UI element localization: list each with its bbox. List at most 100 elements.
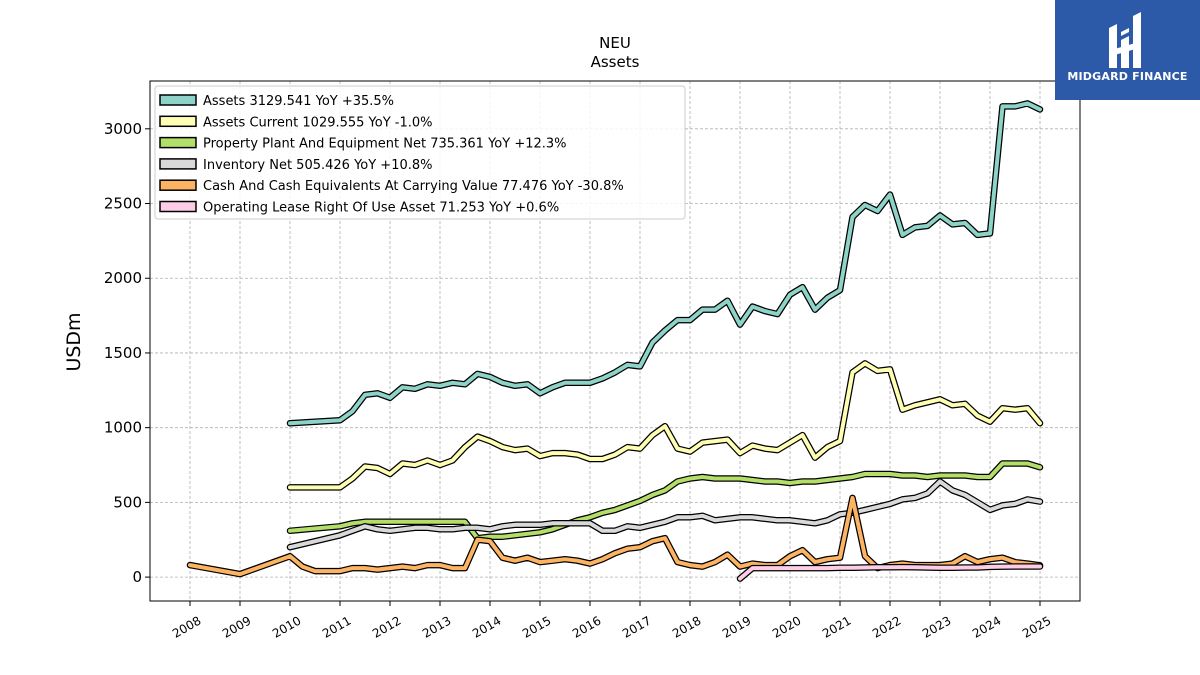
y-axis-label: USDm [63,312,85,371]
brand-logo-text: MIDGARD FINANCE [1067,70,1188,83]
data-point [501,445,505,449]
data-point [463,382,467,386]
legend-item: Operating Lease Right Of Use Asset 71.25… [159,201,559,216]
data-point [388,566,392,570]
data-point [738,577,742,581]
data-point [801,480,805,484]
data-point [338,524,342,528]
data-point [663,329,667,333]
data-point [601,529,605,533]
series-line [288,361,1042,490]
series-line [738,564,1042,581]
data-point [388,520,392,524]
data-point [863,508,867,512]
x-axis: 2008 2009 2010 2011 2012 2013 2014 2015 2016 2017… [170,601,1054,641]
legend-item: Inventory Net 505.426 YoY +10.8% [159,158,433,173]
data-point [513,533,517,537]
x-tick-label: 2023 [920,613,953,640]
data-point [988,557,992,561]
data-point [626,524,630,528]
series-line [288,479,1042,550]
data-point [888,193,892,197]
data-point [1013,104,1017,108]
data-point [501,381,505,385]
data-point [588,457,592,461]
data-point [301,565,305,569]
data-point [1038,565,1042,569]
data-point [376,466,380,470]
data-point [988,475,992,479]
data-point [738,451,742,455]
data-point [901,408,905,412]
series-layer [186,100,1044,582]
data-point [576,559,580,563]
data-point [688,563,692,567]
data-point [651,433,655,437]
data-point [801,520,805,524]
x-tick-label: 2015 [520,613,553,640]
data-point [926,491,930,495]
y-tick-label: 500 [113,493,142,511]
series-inventory-net [286,478,1044,551]
legend-label: Assets Current 1029.555 YoY -1.0% [203,115,433,130]
data-point [688,515,692,519]
data-point [888,472,892,476]
data-point [801,566,805,570]
data-point [401,565,405,569]
x-tick-label: 2012 [370,613,403,640]
data-point [401,462,405,466]
data-point [1026,497,1030,501]
data-point [351,409,355,413]
data-point [913,474,917,478]
data-point [801,548,805,552]
data-point [801,285,805,289]
data-point [826,518,830,522]
data-point [838,439,842,443]
data-point [876,505,880,509]
data-point [288,421,292,425]
data-point [713,477,717,481]
data-point [463,566,467,570]
legend-item: Property Plant And Equipment Net 735.361… [159,137,567,152]
data-point [863,566,867,570]
data-point [776,448,780,452]
data-point [451,520,455,524]
data-point [1038,500,1042,504]
data-point [913,403,917,407]
legend: Assets 3129.541 YoY +35.5% Assets Current… [154,85,686,220]
data-point [926,400,930,404]
data-point [963,566,967,570]
data-point [651,523,655,527]
x-tick-label: 2022 [870,613,903,640]
data-point [401,527,405,531]
data-point [951,222,955,226]
legend-swatch [159,115,197,128]
data-point [513,559,517,563]
data-point [463,520,467,524]
x-tick-label: 2024 [970,613,1003,640]
data-point [788,566,792,570]
data-point [1001,565,1005,569]
data-point [388,529,392,533]
data-point [376,568,380,572]
data-point [526,523,530,527]
data-point [488,375,492,379]
data-point [451,459,455,463]
data-point [538,530,542,534]
data-point [888,367,892,371]
data-point [538,454,542,458]
data-point [513,523,517,527]
data-point [288,554,292,558]
data-point [426,520,430,524]
data-point [538,560,542,564]
legend-label: Operating Lease Right Of Use Asset 71.25… [203,201,559,216]
data-point [1026,406,1030,410]
data-point [776,566,780,570]
data-point [788,554,792,558]
data-point [701,441,705,445]
data-point [1013,502,1017,506]
data-point [588,381,592,385]
y-tick-label: 3000 [104,120,142,138]
data-point [713,439,717,443]
data-point [601,457,605,461]
